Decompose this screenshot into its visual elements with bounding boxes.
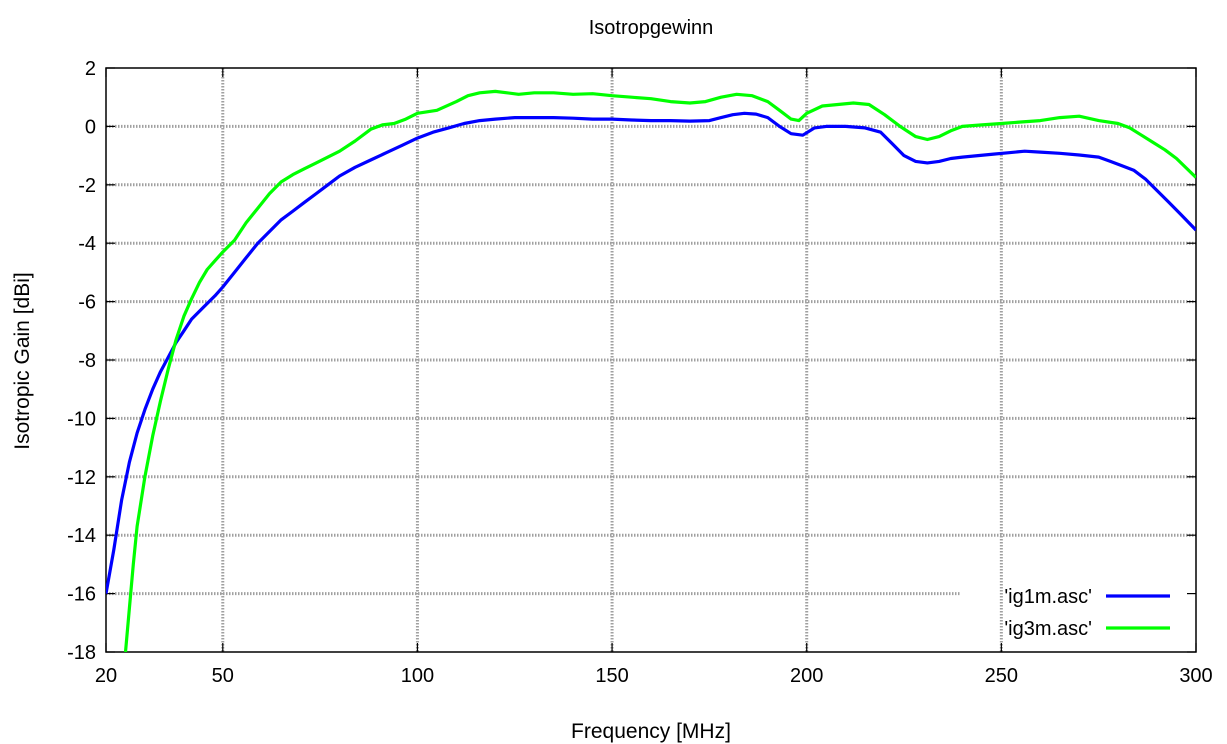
y-tick-label: 0 bbox=[85, 116, 96, 138]
y-tick-label: -4 bbox=[78, 233, 96, 255]
x-tick-label: 20 bbox=[95, 665, 117, 687]
y-tick-label: -6 bbox=[78, 292, 96, 314]
series-line-2 bbox=[123, 89, 1196, 652]
x-tick-label: 300 bbox=[1179, 665, 1212, 687]
y-tick-label: -16 bbox=[67, 584, 96, 606]
x-tick-label: 100 bbox=[401, 665, 434, 687]
legend-label-1: 'ig1m.asc' bbox=[1004, 586, 1092, 608]
grid bbox=[106, 68, 1196, 652]
y-tick-label: -2 bbox=[78, 175, 96, 197]
y-tick-label: -10 bbox=[67, 408, 96, 430]
x-tick-label: 200 bbox=[790, 665, 823, 687]
series-lines bbox=[106, 89, 1196, 652]
legend: 'ig1m.asc' 'ig3m.asc' bbox=[1004, 586, 1170, 640]
legend-label-2: 'ig3m.asc' bbox=[1004, 618, 1092, 640]
x-tick-label: 250 bbox=[985, 665, 1018, 687]
y-tick-label: -14 bbox=[67, 525, 96, 547]
x-axis-label: Frequency [MHz] bbox=[571, 720, 731, 743]
x-tick-label: 150 bbox=[595, 665, 628, 687]
y-tick-label: -8 bbox=[78, 350, 96, 372]
ticks: 20 50 100 150 200 250 30020-2-4-6-8-10-12-14-1… bbox=[67, 58, 1213, 687]
y-tick-label: -12 bbox=[67, 467, 96, 489]
x-tick-label: 50 bbox=[212, 665, 234, 687]
chart-title: Isotropgewinn bbox=[589, 17, 714, 39]
series-line-1 bbox=[106, 111, 1196, 594]
y-tick-label: 2 bbox=[85, 58, 96, 80]
y-axis-label: Isotropic Gain [dBi] bbox=[11, 272, 34, 449]
y-tick-label: -18 bbox=[67, 642, 96, 664]
